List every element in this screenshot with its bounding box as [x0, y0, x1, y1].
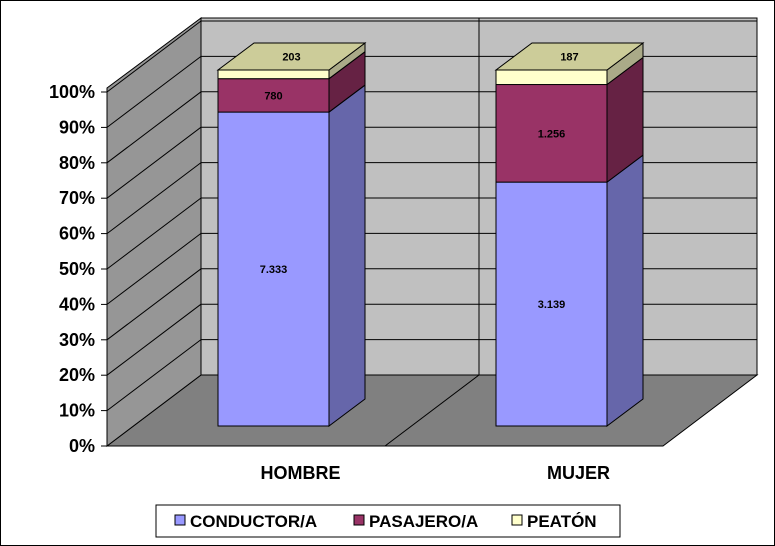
- bar-hombre-1-front: [217, 78, 330, 113]
- bar-mujer-0-front: [495, 181, 608, 427]
- data-label-hombre-2: 203: [282, 52, 300, 64]
- data-label-hombre-0: 7.333: [260, 264, 288, 276]
- bar-mujer-2-front: [495, 69, 608, 86]
- chart-walls: [105, 17, 759, 448]
- x-axis-category-labels: HOMBRE MUJER: [261, 463, 611, 483]
- y-tick-label: 80%: [59, 153, 95, 173]
- gridline-side: [106, 233, 202, 305]
- data-label-mujer-2: 187: [560, 52, 578, 64]
- y-tick-label: 70%: [59, 188, 95, 208]
- data-label-mujer-1: 1.256: [538, 128, 566, 140]
- legend-label-peaton: PEATÓN: [527, 512, 597, 531]
- data-label-hombre-1: 780: [264, 90, 282, 102]
- gridline-side: [106, 303, 202, 376]
- category-label-hombre: HOMBRE: [261, 463, 341, 483]
- bar-hombre-0-side: [328, 84, 366, 427]
- y-axis-tick-labels: 0% 10% 20% 30% 40% 50% 60% 70% 80% 90% 100%: [49, 82, 95, 456]
- bar-mujer-2-top: [494, 42, 645, 71]
- y-tick-label: 100%: [49, 82, 95, 102]
- legend-label-pasajero: PASAJERO/A: [369, 512, 478, 531]
- bars: 7.333 780 203 3.139 1.256 187: [216, 42, 645, 427]
- gridline-side: [106, 20, 202, 93]
- gridline-side: [106, 339, 202, 411]
- legend-swatch-peaton: [511, 514, 523, 526]
- gridline-side: [106, 126, 202, 199]
- gridline-side: [106, 197, 202, 270]
- y-tick-label: 50%: [59, 259, 95, 279]
- legend-label-conductor: CONDUCTOR/A: [190, 512, 317, 531]
- legend-swatch-conductor: [174, 514, 186, 526]
- bar-mujer-1-front: [495, 84, 608, 183]
- data-label-mujer-0: 3.139: [538, 299, 566, 311]
- bar-hombre-2-front: [217, 69, 330, 80]
- bar-hombre-2-top: [216, 42, 367, 71]
- legend-box: [155, 504, 621, 538]
- y-tick-label: 40%: [59, 294, 95, 314]
- gridline-side: [106, 56, 202, 128]
- bar-hombre-0-front: [217, 111, 330, 427]
- y-tick-label: 90%: [59, 117, 95, 137]
- y-tick-label: 60%: [59, 224, 95, 244]
- gridline-side: [106, 268, 202, 341]
- floor-divider: [384, 374, 480, 447]
- category-label-mujer: MUJER: [547, 463, 610, 483]
- y-tick-label: 30%: [59, 330, 95, 350]
- gridline-side: [106, 162, 202, 234]
- legend-swatch-pasajero: [353, 514, 365, 526]
- bar-mujer-0-side: [606, 154, 644, 427]
- legend: CONDUCTOR/A PASAJERO/A PEATÓN: [155, 504, 621, 538]
- side-wall: [106, 17, 202, 448]
- y-tick-label: 20%: [59, 365, 95, 385]
- y-tick-label: 10%: [59, 401, 95, 421]
- gridline-side: [106, 91, 202, 164]
- y-tick-label: 0%: [69, 436, 95, 456]
